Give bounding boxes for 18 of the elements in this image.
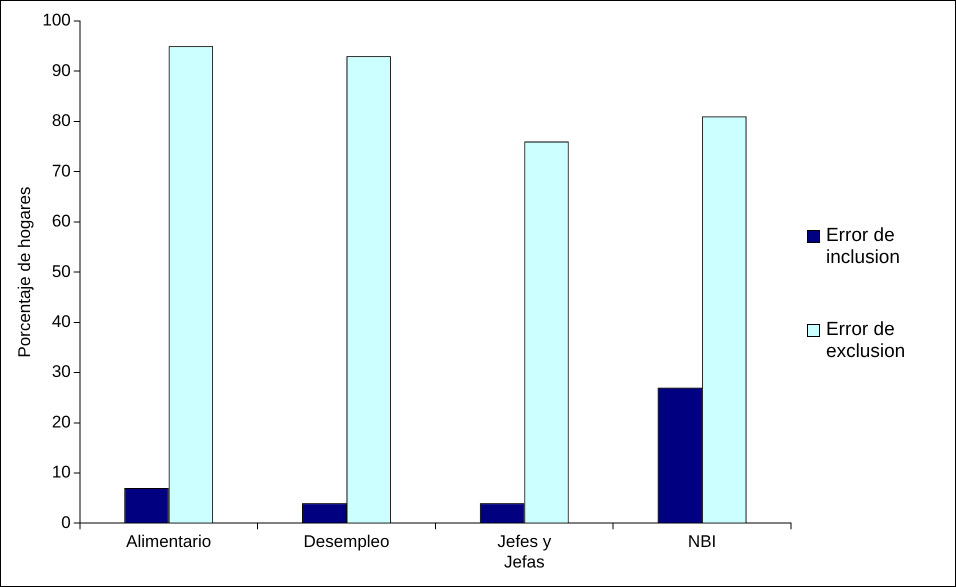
y-tick-label: 0 <box>61 512 71 532</box>
y-tick-label: 70 <box>52 161 71 180</box>
y-tick-label: 40 <box>52 312 71 332</box>
y-tick-label: 10 <box>52 462 71 482</box>
y-tick-label: 60 <box>52 212 71 231</box>
legend-label: Error de exclusion <box>826 318 906 362</box>
y-tick-label: 20 <box>52 412 71 432</box>
y-tick-label: 100 <box>42 10 71 30</box>
x-tick-label: Jefes y Jefas <box>497 532 552 572</box>
y-tick-label: 80 <box>52 111 71 130</box>
y-tick-label: 90 <box>52 60 71 80</box>
x-tick-label: NBI <box>688 532 716 552</box>
y-tick-label: 50 <box>52 262 71 281</box>
x-tick-label: Alimentario <box>126 532 212 552</box>
y-tick-label: 30 <box>52 362 71 382</box>
y-axis-title: Porcentaje de hogares <box>14 186 34 358</box>
x-tick-label: Desempleo <box>303 532 390 552</box>
legend-label: Error de inclusion <box>826 224 901 268</box>
